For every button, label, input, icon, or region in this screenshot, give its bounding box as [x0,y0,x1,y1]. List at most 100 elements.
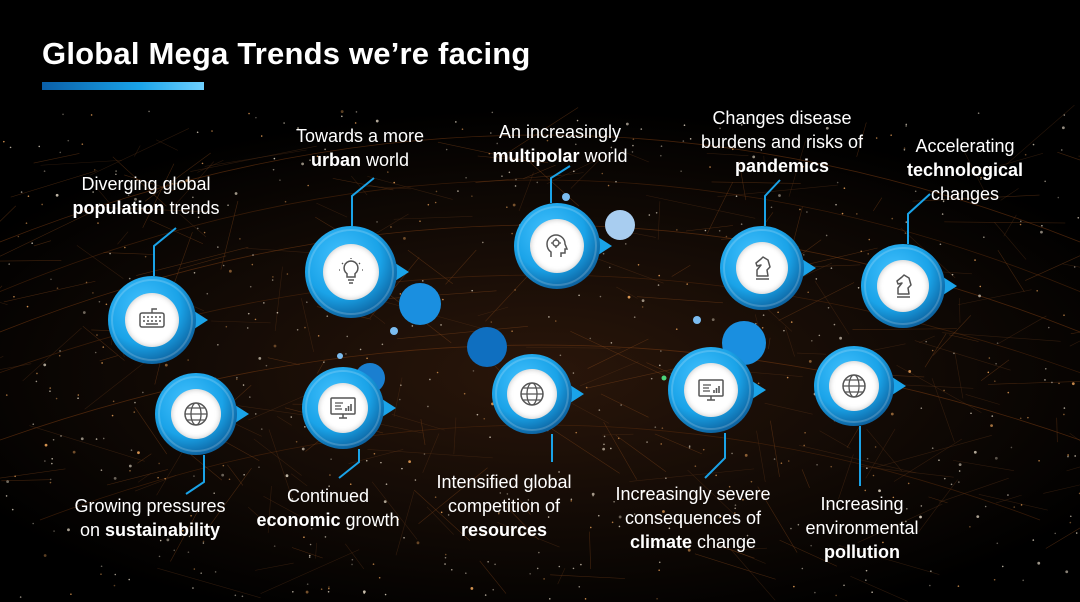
network-line [754,314,763,343]
network-dot [1007,494,1009,496]
network-dot [427,203,430,206]
network-line [719,544,766,564]
network-dot [138,531,142,535]
network-line [477,306,509,317]
network-dot [734,512,736,514]
network-dot [996,542,999,545]
network-line [557,567,566,585]
trend-icon-badge [125,293,179,347]
network-dot [890,412,894,416]
network-dot [193,272,196,274]
network-dot [164,363,168,367]
network-dot [494,563,496,566]
network-dot [363,592,366,595]
network-dot [434,201,437,204]
network-dot [265,364,268,367]
network-line [0,468,66,479]
network-line [959,298,961,323]
network-dot [55,193,59,197]
network-line [89,179,112,206]
network-dot [32,423,35,426]
network-dot [461,128,464,131]
network-line [101,207,211,213]
network-dot [243,473,245,476]
network-dot [970,412,972,415]
network-dot [602,252,605,255]
network-dot [142,391,144,394]
network-line [602,433,634,436]
network-dot [60,435,62,437]
network-dot [182,529,184,532]
network-dot [865,579,867,581]
network-dot [980,176,982,179]
network-dot [158,555,161,558]
network-line [873,435,992,469]
network-dot [254,413,257,415]
network-dot [558,565,561,568]
network-dot [931,349,934,352]
network-dot [297,127,299,129]
network-line [738,160,747,201]
trend-bubble-pandemics [720,226,820,310]
network-dot [1044,379,1046,381]
network-dot [658,274,661,277]
network-dot [214,571,217,573]
network-line [865,428,896,479]
network-arc [0,134,1080,243]
network-dot [26,305,29,308]
network-dot [101,362,103,364]
network-dot [930,570,932,573]
network-dot [835,203,837,206]
network-dot [80,437,84,441]
trend-icon-badge [507,369,557,419]
network-line [137,473,152,483]
network-dot [17,235,20,238]
network-dot [752,155,756,159]
network-line [796,352,826,355]
network-line [657,201,661,240]
network-dot [681,540,684,543]
trend-icon-badge [318,383,368,433]
network-dot [272,276,274,278]
network-dot [192,587,194,589]
network-dot [346,527,349,530]
monitor-chart-icon [330,397,356,419]
network-dot [866,457,869,460]
network-dot [610,146,613,149]
network-line [33,240,52,247]
network-dot [249,285,252,288]
network-dot [871,591,873,594]
network-dot [100,469,103,471]
network-line [291,547,323,559]
lightbulb-icon [339,258,363,284]
network-dot [196,526,199,529]
network-dot [979,285,982,288]
network-dot [444,553,447,556]
network-dot [196,227,199,230]
network-dot [656,597,658,600]
network-dot [1067,454,1069,456]
network-line [1056,417,1058,443]
trend-bubble-pollution [814,346,910,426]
network-line [117,231,129,245]
network-line [142,163,175,228]
network-dot [77,394,80,396]
network-dot [538,551,540,554]
network-dot [867,253,870,255]
network-dot [1063,407,1066,409]
network-line [965,394,1000,405]
network-dot [683,124,686,127]
network-line [0,210,95,257]
network-line [526,346,621,349]
network-dot [52,438,55,441]
network-line [498,107,579,159]
network-line [263,496,306,520]
network-dot [529,573,531,575]
network-dot [943,389,945,392]
network-dot [833,323,836,326]
network-dot [134,197,137,201]
network-dot [515,178,517,181]
network-dot [816,463,818,466]
network-dot [547,516,550,518]
network-line [190,145,317,172]
